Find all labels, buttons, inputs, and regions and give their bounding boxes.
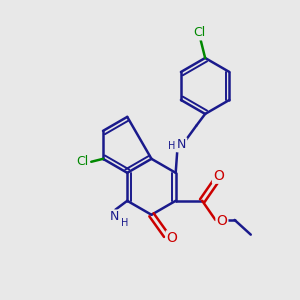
- Text: O: O: [213, 169, 224, 183]
- Text: Cl: Cl: [76, 155, 88, 168]
- Text: Cl: Cl: [193, 26, 206, 40]
- Text: H: H: [121, 218, 128, 228]
- Text: O: O: [167, 231, 178, 245]
- Text: N: N: [109, 211, 119, 224]
- Text: H: H: [168, 141, 175, 151]
- Text: N: N: [177, 138, 186, 151]
- Text: O: O: [217, 214, 227, 228]
